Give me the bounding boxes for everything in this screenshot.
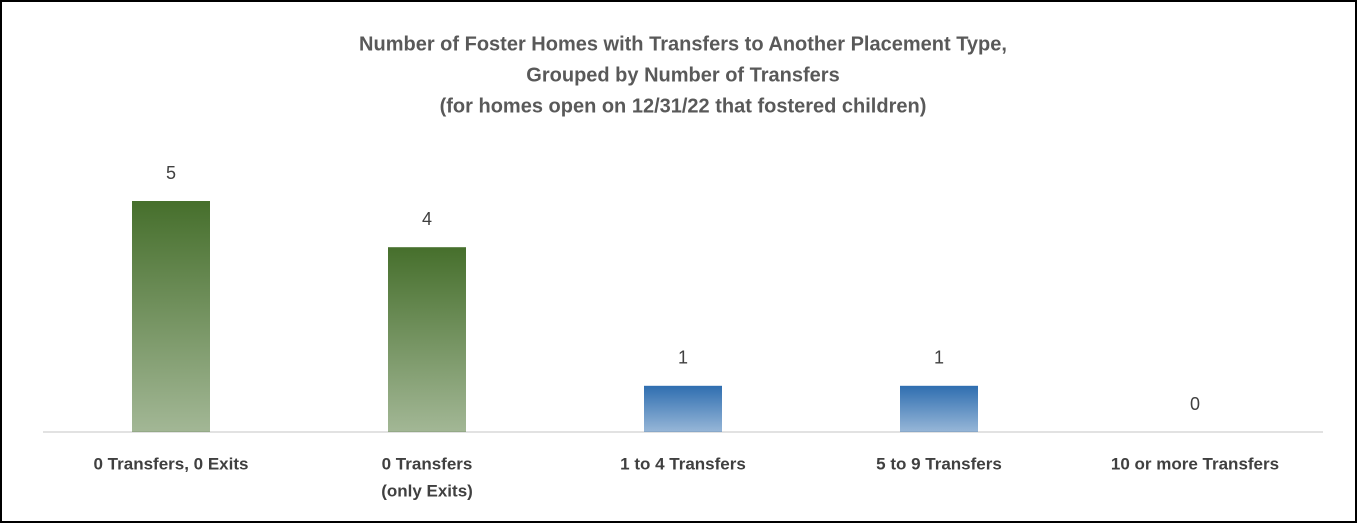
x-tick-label: 10 or more Transfers xyxy=(1111,454,1279,473)
chart-title: (for homes open on 12/31/22 that fostere… xyxy=(440,95,927,117)
x-tick-label: 0 Transfers xyxy=(382,454,473,473)
bar xyxy=(132,201,210,432)
data-label: 1 xyxy=(934,348,944,368)
x-tick-label: 0 Transfers, 0 Exits xyxy=(94,454,249,473)
data-label: 4 xyxy=(422,209,432,229)
chart-title: Number of Foster Homes with Transfers to… xyxy=(359,33,1007,55)
bar xyxy=(388,247,466,432)
chart-title: Grouped by Number of Transfers xyxy=(526,64,839,86)
data-label: 0 xyxy=(1190,394,1200,414)
bar xyxy=(644,385,722,432)
bar xyxy=(900,385,978,432)
data-label: 5 xyxy=(166,163,176,183)
x-tick-label: 1 to 4 Transfers xyxy=(620,454,746,473)
x-tick-label: 5 to 9 Transfers xyxy=(876,454,1002,473)
data-label: 1 xyxy=(678,348,688,368)
x-tick-label: (only Exits) xyxy=(381,481,473,500)
